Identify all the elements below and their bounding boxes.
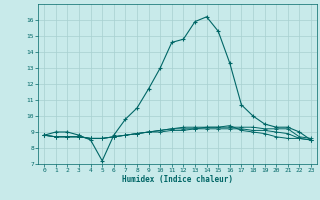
X-axis label: Humidex (Indice chaleur): Humidex (Indice chaleur) [122,175,233,184]
